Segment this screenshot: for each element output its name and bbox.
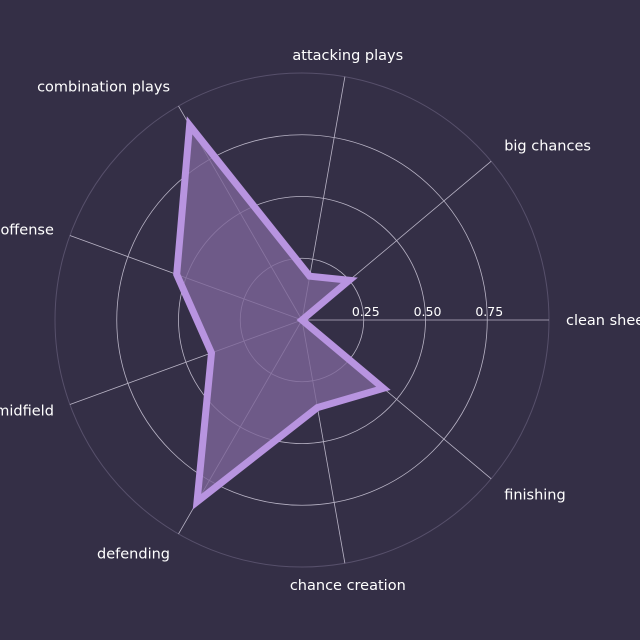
category-label-midfield: midfield [0,403,54,419]
category-label-defending: defending [97,547,170,563]
category-label-chance-creation: chance creation [290,578,406,594]
category-label-big-chances: big chances [504,138,591,154]
radar-labels: 0.25 0.50 0.75 clean sheets big chances attac… [0,48,640,594]
radial-tick-label: 0.25 [352,304,380,319]
series-line [173,116,391,510]
series-area [176,125,384,502]
radar-data [173,116,391,510]
category-label-combination-plays: combination plays [37,79,170,95]
category-label-clean-sheets: clean sheets [566,313,640,329]
category-label-offense: offense [0,223,54,239]
radial-tick-label: 0.50 [414,304,442,319]
radial-tick-label: 0.75 [475,304,503,319]
category-label-attacking-plays: attacking plays [292,48,403,64]
category-label-finishing: finishing [504,488,566,504]
